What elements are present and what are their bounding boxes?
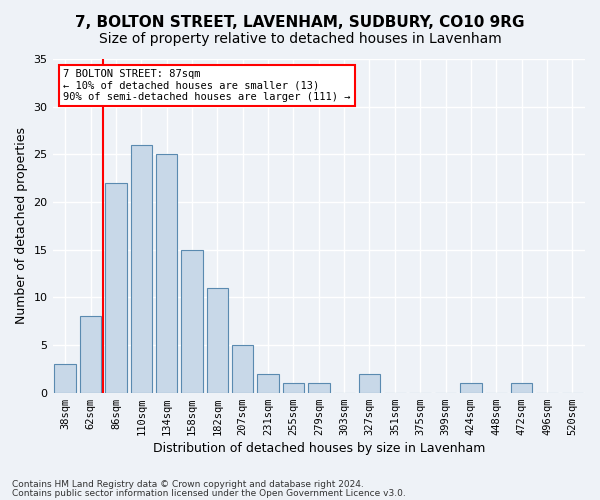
Bar — [232, 345, 253, 393]
Text: 7 BOLTON STREET: 87sqm
← 10% of detached houses are smaller (13)
90% of semi-det: 7 BOLTON STREET: 87sqm ← 10% of detached… — [63, 69, 350, 102]
Y-axis label: Number of detached properties: Number of detached properties — [15, 128, 28, 324]
Text: Contains HM Land Registry data © Crown copyright and database right 2024.: Contains HM Land Registry data © Crown c… — [12, 480, 364, 489]
Bar — [308, 383, 329, 392]
Text: Size of property relative to detached houses in Lavenham: Size of property relative to detached ho… — [98, 32, 502, 46]
X-axis label: Distribution of detached houses by size in Lavenham: Distribution of detached houses by size … — [152, 442, 485, 455]
Text: Contains public sector information licensed under the Open Government Licence v3: Contains public sector information licen… — [12, 488, 406, 498]
Bar — [156, 154, 178, 392]
Bar — [181, 250, 203, 392]
Bar — [206, 288, 228, 393]
Bar — [257, 374, 279, 392]
Bar — [283, 383, 304, 392]
Bar — [131, 145, 152, 392]
Text: 7, BOLTON STREET, LAVENHAM, SUDBURY, CO10 9RG: 7, BOLTON STREET, LAVENHAM, SUDBURY, CO1… — [75, 15, 525, 30]
Bar — [460, 383, 482, 392]
Bar — [55, 364, 76, 392]
Bar — [359, 374, 380, 392]
Bar — [105, 183, 127, 392]
Bar — [511, 383, 532, 392]
Bar — [80, 316, 101, 392]
